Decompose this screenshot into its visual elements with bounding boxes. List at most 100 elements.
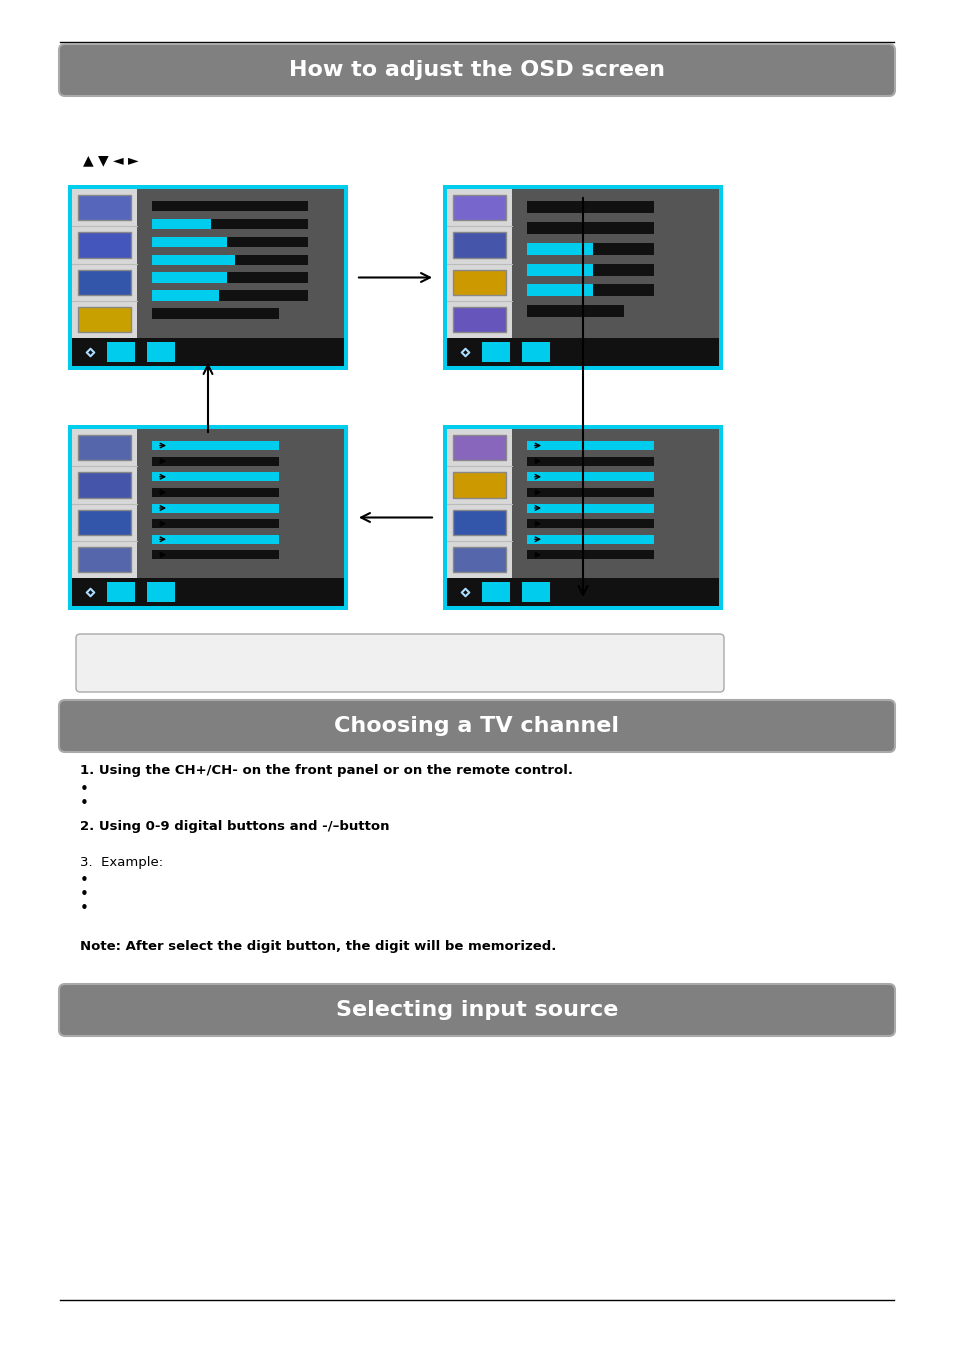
Bar — [71, 338, 344, 366]
Bar — [152, 308, 279, 319]
Bar — [234, 254, 308, 265]
Bar — [593, 242, 654, 254]
Bar — [521, 342, 550, 362]
Bar — [453, 435, 505, 460]
Bar — [447, 541, 512, 579]
Bar — [71, 579, 344, 606]
Bar — [71, 466, 137, 503]
Bar — [512, 429, 719, 579]
Bar — [71, 429, 137, 579]
Bar — [442, 185, 722, 370]
Bar — [526, 535, 654, 544]
Bar — [447, 503, 512, 541]
Text: Note: After select the digit button, the digit will be memorized.: Note: After select the digit button, the… — [80, 940, 556, 953]
Text: 1. Using the CH+/CH- on the front panel or on the remote control.: 1. Using the CH+/CH- on the front panel … — [80, 764, 573, 777]
Bar — [152, 237, 227, 247]
Bar — [526, 457, 654, 465]
Bar — [526, 472, 654, 481]
Bar — [447, 579, 719, 606]
Bar — [71, 300, 137, 338]
Bar — [71, 503, 137, 541]
Bar — [152, 273, 227, 283]
Bar — [447, 429, 512, 466]
Bar — [152, 457, 279, 465]
Bar — [78, 269, 131, 295]
Bar — [526, 306, 623, 318]
Bar — [453, 472, 505, 498]
Bar — [526, 488, 654, 498]
Text: •: • — [80, 887, 89, 902]
Bar — [71, 226, 137, 264]
Text: ▲ ▼ ◄ ►: ▲ ▼ ◄ ► — [83, 153, 138, 168]
Bar — [526, 242, 593, 254]
Bar — [453, 269, 505, 295]
Bar — [526, 503, 654, 512]
Text: Choosing a TV channel: Choosing a TV channel — [335, 717, 618, 735]
Bar — [107, 342, 135, 362]
Text: •: • — [80, 873, 89, 888]
Bar — [78, 546, 131, 572]
FancyBboxPatch shape — [59, 45, 894, 96]
Bar — [78, 510, 131, 535]
Bar — [447, 264, 512, 300]
Bar — [447, 189, 512, 226]
Bar — [447, 189, 512, 338]
Bar — [71, 429, 137, 466]
Text: Selecting input source: Selecting input source — [335, 1000, 618, 1019]
FancyBboxPatch shape — [59, 984, 894, 1036]
Bar — [526, 264, 593, 276]
Bar — [152, 535, 279, 544]
Bar — [526, 519, 654, 529]
Bar — [526, 284, 593, 296]
Bar — [512, 189, 719, 338]
Bar — [526, 441, 654, 450]
Bar — [593, 284, 654, 296]
Bar — [137, 429, 344, 579]
Bar — [152, 519, 279, 529]
Bar — [71, 189, 137, 226]
Bar — [68, 185, 348, 370]
Bar — [227, 273, 308, 283]
Bar — [453, 233, 505, 257]
Bar — [211, 219, 308, 230]
Bar — [152, 472, 279, 481]
Bar — [78, 195, 131, 220]
Bar — [152, 201, 308, 211]
Bar — [152, 219, 211, 230]
Bar — [521, 581, 550, 602]
Bar — [481, 581, 510, 602]
Bar — [481, 342, 510, 362]
Bar — [526, 550, 654, 560]
Bar — [78, 472, 131, 498]
Bar — [152, 550, 279, 560]
Bar — [447, 466, 512, 503]
Bar — [442, 425, 722, 610]
Bar — [447, 226, 512, 264]
Bar — [152, 503, 279, 512]
Text: 2. Using 0-9 digital buttons and -/–button: 2. Using 0-9 digital buttons and -/–butt… — [80, 821, 389, 833]
Bar — [147, 581, 174, 602]
Bar — [137, 189, 344, 338]
Text: •: • — [80, 781, 89, 796]
Bar — [593, 264, 654, 276]
Bar — [526, 222, 654, 234]
Bar — [152, 441, 279, 450]
Text: •: • — [80, 900, 89, 917]
Bar — [453, 510, 505, 535]
Text: 3.  Example:: 3. Example: — [80, 856, 163, 869]
Bar — [107, 581, 135, 602]
FancyBboxPatch shape — [76, 634, 723, 692]
FancyBboxPatch shape — [59, 700, 894, 752]
Bar — [152, 291, 219, 300]
Bar — [453, 307, 505, 333]
Text: •: • — [80, 796, 89, 811]
Bar — [152, 254, 234, 265]
Bar — [78, 435, 131, 460]
Bar — [71, 541, 137, 579]
Bar — [71, 189, 137, 338]
Bar — [453, 195, 505, 220]
Bar — [227, 237, 308, 247]
Bar — [78, 233, 131, 257]
Bar — [147, 342, 174, 362]
Bar — [447, 338, 719, 366]
